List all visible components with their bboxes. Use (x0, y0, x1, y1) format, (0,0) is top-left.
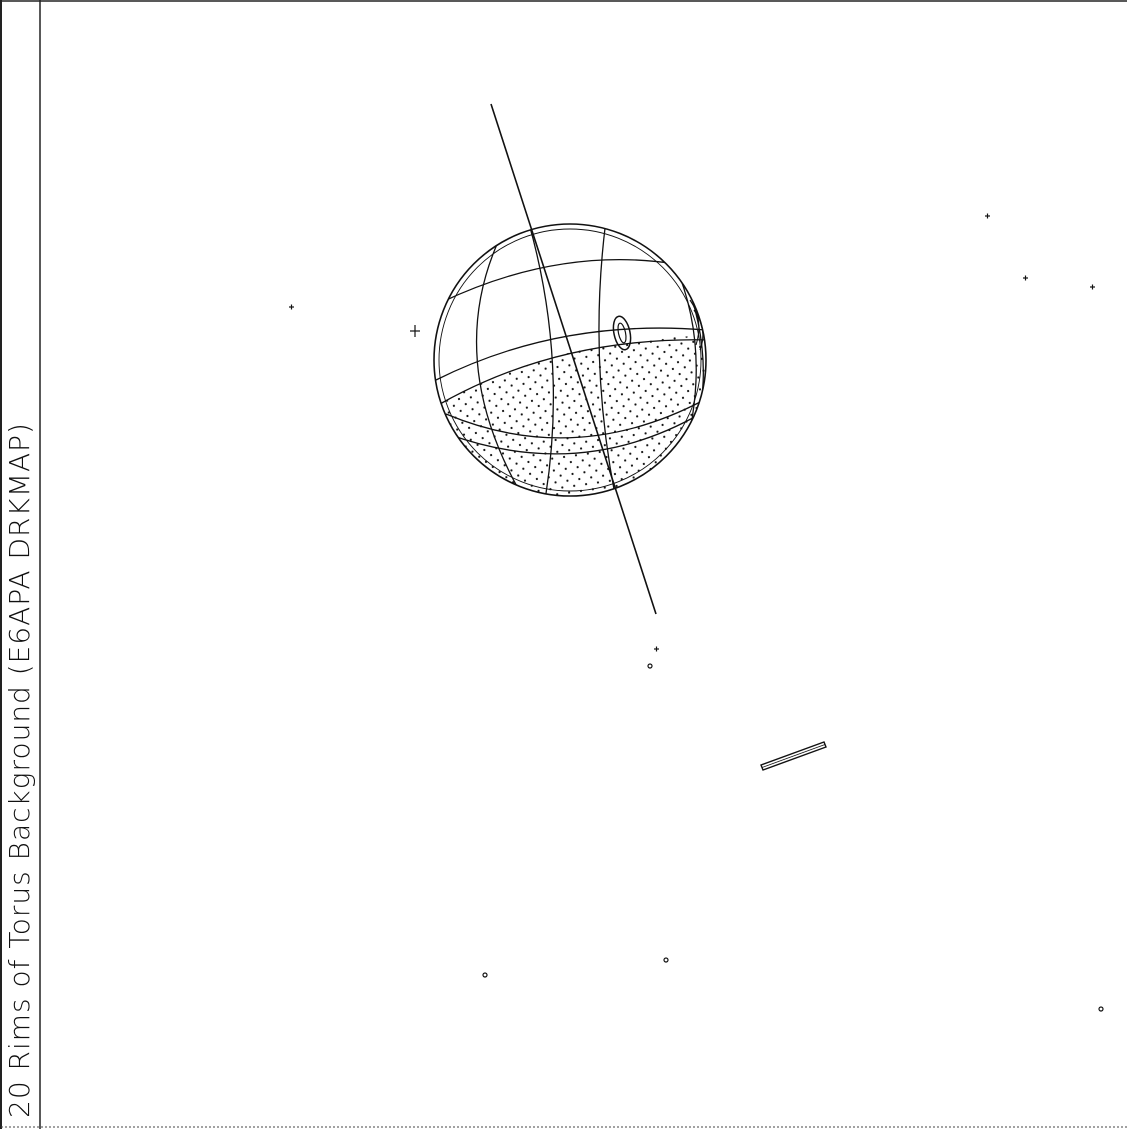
star-dot (1098, 1006, 1104, 1012)
latitude-line-south-lower (447, 413, 701, 455)
longitude-line-east (598, 224, 617, 496)
spacecraft-object (760, 741, 827, 771)
star-dot (663, 957, 669, 963)
star-marker-cross (410, 325, 420, 337)
diagram-title: 20 Rims of Torus Background (E6APA DRKMA… (3, 422, 36, 1118)
night-side-region (434, 336, 706, 496)
planet-sphere (433, 223, 707, 497)
latitude-line-north (441, 258, 677, 303)
latitude-line-equator (435, 327, 706, 381)
limb-feature-arc (689, 299, 700, 346)
star-dot (647, 663, 653, 669)
limb-feature-arc-2 (693, 309, 704, 351)
star-marker (1023, 275, 1028, 281)
star-marker (289, 304, 294, 310)
latitude-line-south (445, 399, 705, 439)
longitude-line-central (527, 224, 555, 496)
star-dot (482, 972, 488, 978)
star-marker (985, 213, 990, 219)
star-marker (1090, 284, 1095, 290)
latitude-line-equator-lower (439, 339, 706, 405)
longitude-line-west (475, 241, 521, 493)
planet-inner-limb (438, 228, 702, 492)
surface-spot-inner (617, 322, 627, 344)
surface-spot-outer (612, 315, 632, 351)
star-marker (654, 646, 659, 652)
planet-limb (433, 223, 707, 497)
